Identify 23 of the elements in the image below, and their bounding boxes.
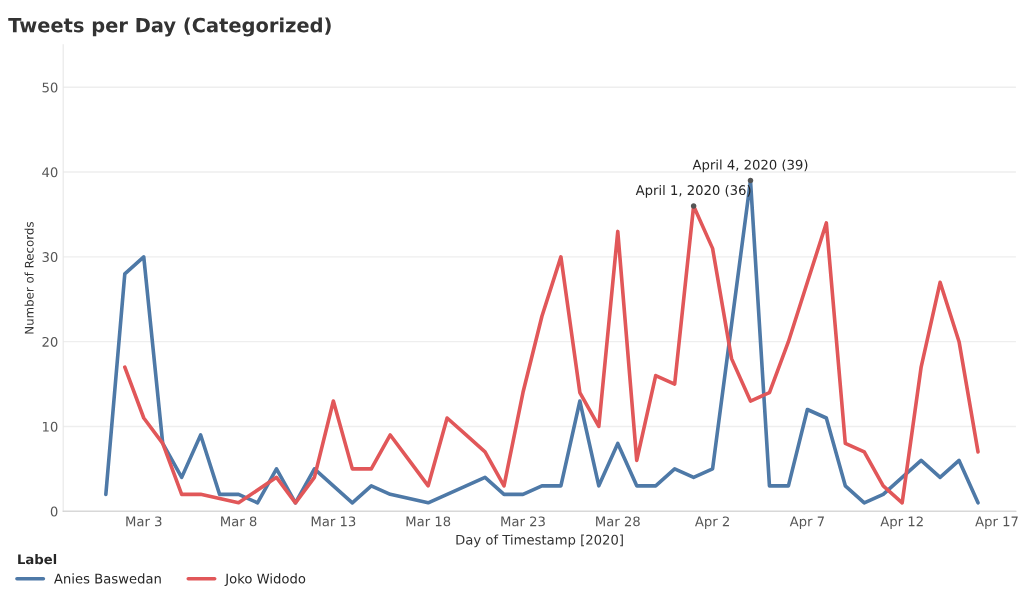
y-tick-label: 50 [42,82,58,93]
x-tick-label: Mar 8 [221,516,257,527]
x-tick-label: Apr 2 [694,516,729,529]
x-tick-label: Mar 13 [311,516,356,527]
y-tick-label: 10 [42,421,58,432]
x-tick-label: Mar 23 [501,516,545,527]
x-axis-title: Day of Timestamp [2020] [456,534,623,548]
x-tick-label: Apr 12 [880,516,923,529]
legend-label: Joko Widodo [224,573,306,587]
y-tick-label: 20 [42,336,58,347]
y-axis-title: Number of Records [24,222,34,334]
y-tick-label: 0 [50,506,58,517]
x-tick-label: Mar 28 [596,516,640,527]
x-tick-label: Mar 18 [406,516,451,527]
chart-title: Tweets per Day (Categorized) [8,17,331,37]
legend-label: Anies Baswedan [54,573,161,584]
x-tick-label: Apr 7 [789,516,824,529]
y-tick-label: 30 [42,252,58,263]
y-tick-label: 40 [42,167,58,178]
x-tick-label: Mar 3 [126,516,162,527]
legend-title: Label [18,553,57,565]
x-tick-label: Apr 17 [975,516,1018,529]
annotation: April 4, 2020 (39) [692,159,808,173]
